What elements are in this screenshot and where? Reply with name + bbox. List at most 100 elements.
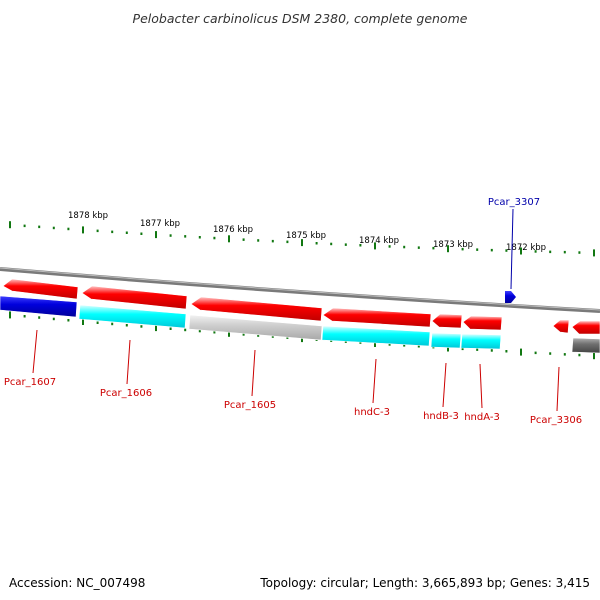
upper-tick-minor-26 (388, 245, 391, 248)
lower-tick-minor-9 (140, 325, 143, 328)
upper-tick-major-40 (593, 249, 595, 257)
gene-label-pcar-3307[interactable]: Pcar_3307 (488, 197, 540, 208)
gene-label-hnda-3[interactable]: hndA-3 (464, 412, 500, 423)
feature-block-cyan-1[interactable] (78, 304, 187, 329)
lower-tick-minor-39 (578, 353, 581, 357)
feature-block-cyan-2[interactable] (321, 325, 431, 347)
gene-arrow-pcar-1607[interactable] (2, 278, 79, 300)
scale-label-1878: 1878 kbp (68, 211, 108, 221)
upper-tick-minor-28 (417, 246, 420, 249)
lower-tick-minor-37 (549, 352, 552, 355)
lower-tick-minor-32 (476, 348, 479, 351)
lower-tick-minor-6 (96, 321, 99, 324)
lower-tick-minor-19 (286, 336, 289, 339)
lower-tick-minor-27 (403, 344, 406, 347)
genome-backbone (0, 267, 600, 313)
leader-line-pcar-1606 (126, 339, 131, 385)
upper-tick-minor-37 (549, 250, 552, 254)
upper-tick-major-25 (374, 242, 376, 250)
upper-tick-minor-12 (184, 235, 187, 238)
lower-tick-minor-18 (271, 335, 274, 338)
lower-tick-minor-17 (257, 334, 260, 337)
lower-tick-major-5 (82, 318, 84, 325)
accession-label: Accession: NC_007498 (9, 576, 146, 590)
upper-tick-minor-34 (505, 249, 508, 252)
upper-tick-major-0 (9, 221, 11, 229)
gene-arrow-pcar-1606[interactable] (81, 285, 188, 310)
upper-tick-minor-16 (242, 238, 245, 241)
lower-tick-minor-13 (198, 329, 201, 333)
upper-tick-minor-3 (52, 226, 55, 230)
feature-block-blue[interactable] (0, 295, 78, 318)
lower-tick-minor-12 (184, 328, 187, 332)
lower-tick-minor-31 (461, 347, 464, 351)
scale-label-1873: 1873 kbp (433, 240, 473, 250)
upper-tick-minor-19 (286, 240, 289, 244)
upper-tick-major-15 (228, 235, 230, 243)
leader-line-pcar-1607 (32, 329, 38, 374)
upper-tick-major-5 (82, 226, 84, 234)
lower-tick-minor-7 (111, 322, 114, 326)
upper-tick-minor-17 (257, 239, 260, 242)
upper-tick-minor-32 (476, 248, 479, 251)
lower-tick-minor-4 (67, 319, 70, 322)
feature-block-cyan-3[interactable] (430, 332, 462, 349)
upper-tick-minor-9 (140, 232, 143, 235)
lower-tick-minor-11 (169, 327, 172, 330)
scale-label-1874: 1874 kbp (359, 236, 399, 246)
gene-arrow-pcar-1605[interactable] (190, 296, 323, 322)
scale-label-1877: 1877 kbp (140, 219, 180, 229)
leader-line-hndb-3 (442, 362, 447, 408)
lower-tick-minor-1 (23, 315, 26, 318)
gene-label-pcar-1605[interactable]: Pcar_1605 (224, 400, 276, 411)
lower-tick-major-35 (520, 348, 522, 356)
gene-arrow-offscreen[interactable] (571, 320, 600, 335)
scale-label-1872: 1872 kbp (506, 243, 546, 253)
upper-tick-minor-22 (330, 242, 333, 246)
upper-tick-minor-6 (96, 229, 99, 233)
lower-tick-minor-24 (359, 341, 362, 344)
lower-tick-major-25 (374, 340, 376, 347)
gene-label-hndb-3[interactable]: hndB-3 (423, 411, 459, 422)
gene-label-hndc-3[interactable]: hndC-3 (354, 407, 390, 418)
genome-summary: Topology: circular; Length: 3,665,893 bp… (260, 576, 590, 590)
upper-tick-minor-24 (359, 244, 362, 247)
scale-label-1875: 1875 kbp (286, 231, 326, 241)
upper-tick-minor-4 (67, 227, 70, 231)
lower-tick-minor-14 (213, 331, 216, 334)
lower-tick-minor-33 (490, 349, 493, 352)
gene-arrow-hndc-3[interactable] (322, 307, 432, 328)
gene-arrow-pcar-3306[interactable] (552, 319, 570, 334)
lower-tick-major-15 (228, 329, 230, 337)
gene-arrow-hndb-3[interactable] (431, 313, 463, 329)
upper-tick-minor-13 (198, 236, 201, 239)
lower-tick-minor-34 (505, 350, 508, 353)
gene-label-pcar-1606[interactable]: Pcar_1606 (100, 388, 152, 399)
gene-arrow-pcar-3307[interactable] (505, 291, 516, 303)
lower-tick-minor-26 (388, 343, 391, 346)
upper-tick-major-30 (447, 245, 449, 253)
genome-backbone-highlight (0, 267, 600, 311)
gene-arrow-hnda-3[interactable] (462, 315, 503, 331)
upper-tick-minor-27 (403, 245, 406, 249)
upper-tick-minor-8 (125, 231, 128, 234)
gene-label-pcar-1607[interactable]: Pcar_1607 (4, 377, 56, 388)
lower-tick-minor-2 (38, 316, 41, 319)
map-title: Pelobacter carbinolicus DSM 2380, comple… (133, 11, 468, 26)
gene-label-pcar-3306[interactable]: Pcar_3306 (530, 415, 582, 426)
lower-tick-major-40 (593, 352, 595, 360)
upper-tick-minor-1 (23, 224, 26, 228)
feature-block-cyan-4[interactable] (460, 333, 502, 350)
lower-tick-major-0 (9, 311, 11, 319)
feature-block-gray[interactable] (188, 314, 323, 341)
lower-tick-major-30 (447, 344, 449, 352)
upper-tick-minor-23 (344, 243, 347, 246)
lower-tick-minor-28 (417, 345, 420, 348)
upper-tick-minor-2 (38, 225, 41, 229)
lower-tick-minor-38 (563, 353, 566, 356)
feature-block-dark[interactable] (571, 337, 600, 354)
lower-tick-minor-36 (534, 351, 537, 355)
upper-tick-major-35 (520, 247, 522, 255)
lower-tick-minor-23 (344, 340, 347, 343)
